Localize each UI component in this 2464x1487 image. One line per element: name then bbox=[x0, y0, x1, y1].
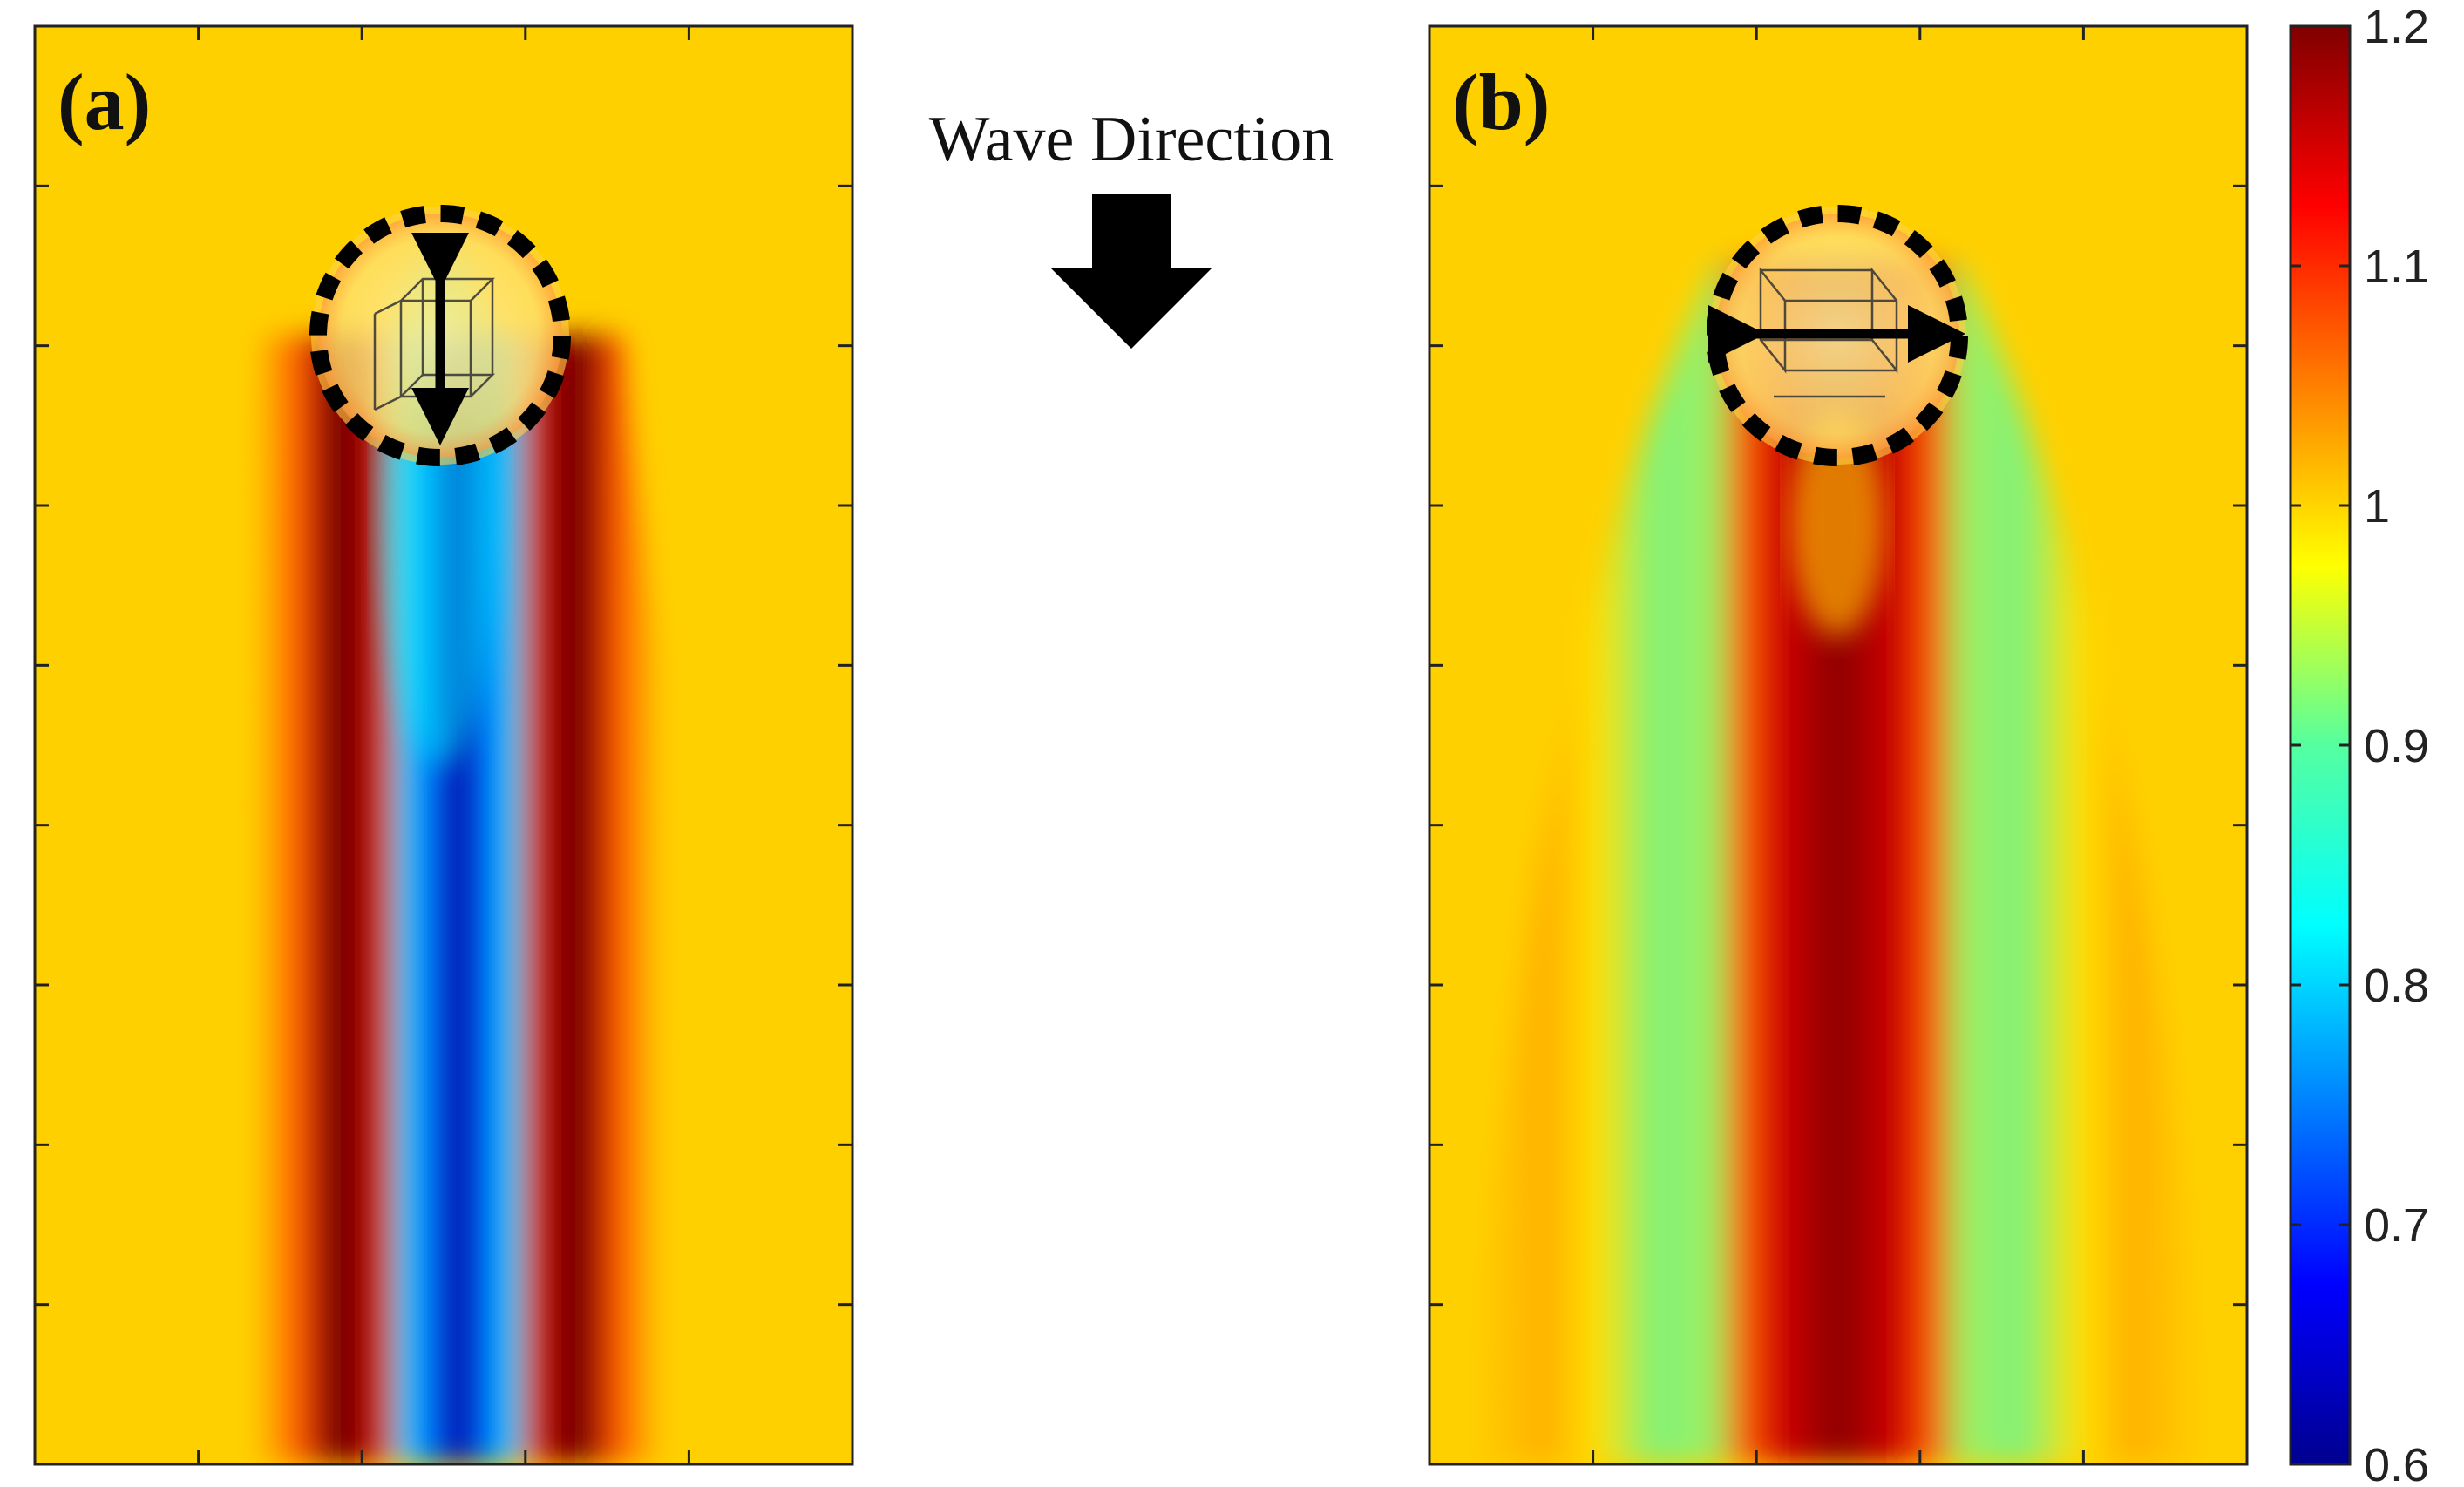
heatmap-a bbox=[35, 26, 852, 1464]
panel-label-b: (b) bbox=[1452, 58, 1550, 146]
scatterer-a bbox=[309, 205, 571, 466]
wave-direction-annotation: Wave Direction bbox=[929, 104, 1334, 349]
panel-b: (b) bbox=[1428, 24, 2249, 1466]
hexagonal-unit-cell-icon bbox=[1759, 267, 1898, 398]
down-arrow-icon bbox=[1051, 194, 1212, 349]
colorbar-tick-label: 1.2 bbox=[2364, 1, 2429, 53]
panel-a: (a) bbox=[33, 24, 854, 1466]
colorbar-tick-label: 0.6 bbox=[2364, 1439, 2429, 1487]
panel-label-a: (a) bbox=[58, 58, 151, 146]
colorbar-tick-label: 1 bbox=[2364, 480, 2390, 533]
colorbar-tick-label: 0.8 bbox=[2364, 960, 2429, 1012]
colorbar-ticks: 1.2 1.1 1 0.9 0.8 0.7 0.6 bbox=[2291, 1, 2429, 1487]
ticks-b bbox=[1429, 26, 2247, 1464]
beam-region-b bbox=[1473, 261, 2203, 1464]
axes-frame-b bbox=[1428, 24, 2249, 1466]
ticks-a bbox=[35, 26, 852, 1464]
colorbar-tick-label: 0.7 bbox=[2364, 1199, 2429, 1252]
shadow-region-a bbox=[105, 336, 784, 1464]
colorbar-tick-label: 0.9 bbox=[2364, 720, 2429, 772]
heatmap-b bbox=[1429, 26, 2247, 1464]
colorbar-tick-label: 1.1 bbox=[2364, 241, 2429, 293]
scatterer-b bbox=[1707, 205, 1968, 466]
colorbar: 1.2 1.1 1 0.9 0.8 0.7 0.6 bbox=[2289, 1, 2429, 1487]
wave-direction-label: Wave Direction bbox=[929, 104, 1334, 175]
axes-frame-a bbox=[33, 24, 854, 1466]
